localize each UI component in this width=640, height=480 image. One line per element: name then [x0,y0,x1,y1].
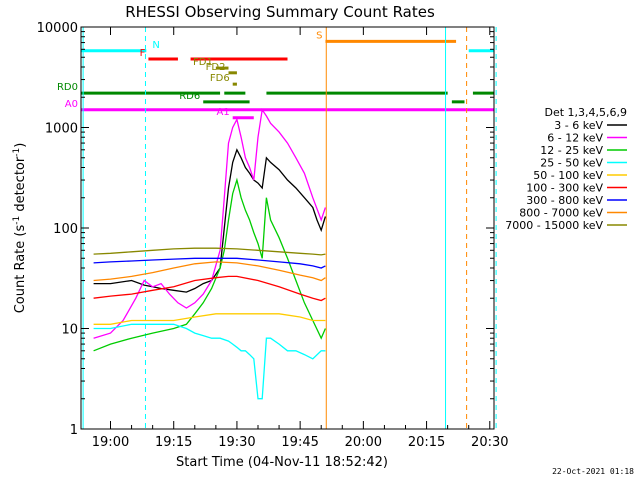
legend-entry: 12 - 25 keV [540,144,603,157]
flag-label: FD2 [206,62,226,73]
x-tick-label: 19:00 [92,435,129,450]
chart-title: RHESSI Observing Summary Count Rates [125,3,435,21]
legend-entry: 300 - 800 keV [526,194,603,207]
y-tick-label: 10000 [37,21,78,36]
flag-label: S [316,30,322,41]
x-tick-label: 20:15 [408,435,445,450]
y-axis-ticks: 1 10 100 1000 10000 [37,21,494,438]
y-tick-label: 1000 [45,122,78,137]
legend-entry: 6 - 12 keV [547,132,603,145]
series-line [93,257,326,269]
legend-entry: 50 - 100 keV [533,169,603,182]
flag-label: N [152,40,159,51]
generation-timestamp: 22-Oct-2021 01:18 [552,467,634,476]
attenuator-vlines [82,27,497,429]
series-line [93,148,327,293]
legend-entry: 25 - 50 keV [540,157,603,170]
series-line [93,323,326,400]
plot-frame [80,26,495,430]
x-tick-label: 19:15 [155,435,192,450]
x-tick-label: 20:00 [345,435,382,450]
series-line [93,108,327,339]
x-tick-label: 19:45 [281,435,318,450]
flag-label: F [140,48,146,59]
y-tick-label: 100 [53,222,78,237]
flag-label: A1 [217,107,230,118]
flag-label: RD0 [57,82,78,93]
series-line [93,177,326,352]
series-line [93,261,326,282]
y-axis-label: Count Rate (s-1 detector-1) [12,143,28,314]
flag-label: A0 [65,99,78,110]
y-tick-label: 10 [61,323,78,338]
legend-entry: 3 - 6 keV [554,119,603,132]
flag-label: RD6 [179,91,200,102]
x-tick-label: 20:30 [471,435,508,450]
x-axis-ticks: 19:00 19:15 19:30 19:45 20:00 20:15 20:30 [92,27,509,450]
x-tick-label: 19:30 [218,435,255,450]
x-axis-label: Start Time (04-Nov-11 18:52:42) [176,455,388,470]
series-line [93,247,326,256]
legend-entry: 7000 - 15000 keV [505,219,603,232]
series-line [93,313,326,325]
series-lines [93,108,327,400]
y-tick-label: 1 [70,423,78,438]
flag-label: FD6 [210,73,230,84]
legend-entry: 100 - 300 keV [526,182,603,195]
legend-title: Det 1,3,4,5,6,9 [544,106,627,119]
series-line [93,275,326,302]
flag-label: FD1 [193,57,213,68]
legend-entry: 800 - 7000 keV [519,207,603,220]
